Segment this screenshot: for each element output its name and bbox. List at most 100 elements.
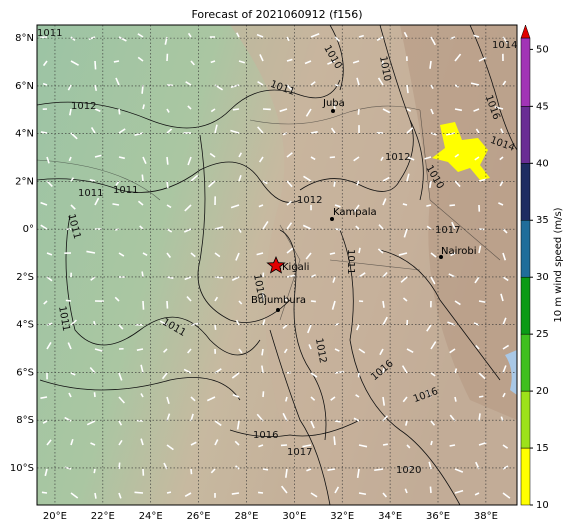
wind-stroke	[209, 152, 216, 158]
wind-stroke	[113, 60, 120, 63]
city-dot	[330, 217, 334, 221]
wind-stroke	[286, 36, 290, 42]
wind-stroke	[310, 274, 317, 278]
wind-stroke	[90, 127, 96, 134]
wind-stroke	[285, 468, 288, 478]
y-tick-label: 10°S	[10, 463, 34, 474]
wind-stroke	[235, 319, 240, 326]
wind-stroke	[334, 486, 340, 494]
wind-stroke	[474, 276, 480, 284]
colorbar-tick-label: 35	[536, 215, 549, 226]
wind-stroke	[94, 60, 97, 70]
x-tick-label: 30°E	[282, 511, 306, 522]
wind-stroke	[118, 420, 123, 426]
wind-stroke	[310, 300, 316, 303]
wind-stroke	[40, 396, 48, 399]
wind-stroke	[355, 394, 360, 398]
cities: Juba Kampala Nairobi Kigali Bujumbura	[251, 98, 477, 312]
wind-stroke	[406, 444, 411, 449]
wind-stroke	[382, 300, 385, 308]
wind-stroke	[214, 420, 222, 427]
wind-stroke	[94, 348, 103, 352]
wind-stroke	[190, 396, 196, 402]
isobar-label: 1011	[78, 188, 103, 199]
wind-stroke	[206, 396, 216, 402]
wind-stroke	[262, 221, 269, 230]
wind-stroke	[166, 396, 170, 405]
wind-stroke	[430, 276, 436, 285]
wind-stroke	[502, 492, 511, 499]
wind-stroke	[236, 32, 240, 38]
wind-stroke	[166, 204, 172, 209]
wind-stroke	[257, 81, 264, 86]
wind-stroke	[498, 202, 504, 206]
wind-stroke	[502, 444, 509, 449]
wind-stroke	[89, 178, 96, 182]
colorbar-tick-label: 25	[536, 329, 549, 340]
wind-stroke	[70, 204, 76, 210]
wind-stroke	[231, 372, 240, 379]
wind-stroke	[42, 60, 48, 67]
wind-stroke	[502, 317, 507, 326]
wind-stroke	[430, 372, 436, 377]
wind-stroke	[303, 175, 312, 182]
wind-stroke	[430, 341, 437, 350]
wind-stroke	[478, 441, 487, 446]
wind-stroke	[449, 36, 456, 40]
wind-stroke	[478, 413, 481, 422]
wind-stroke	[378, 224, 384, 230]
city-dot	[331, 109, 335, 113]
wind-stroke	[70, 492, 79, 499]
colorbar-label: 10 m wind speed (m/s)	[553, 207, 564, 322]
wind-stroke	[214, 296, 219, 302]
wind-stroke	[137, 33, 144, 38]
y-tick-label: 2°S	[16, 272, 34, 283]
y-tick-label: 8°N	[15, 33, 34, 44]
wind-stroke	[380, 156, 384, 162]
wind-stroke	[286, 200, 292, 206]
wind-stroke	[231, 276, 240, 281]
wind-stroke	[185, 81, 192, 86]
y-tick-label: 4°N	[15, 129, 34, 140]
isobar-label: 1012	[297, 195, 322, 206]
wind-stroke	[137, 200, 144, 206]
wind-stroke	[429, 486, 432, 494]
wind-stroke	[210, 60, 216, 64]
wind-stroke	[429, 180, 432, 188]
wind-stroke	[112, 203, 120, 206]
wind-stroke	[353, 156, 360, 162]
wind-stroke	[284, 396, 288, 402]
wind-stroke	[382, 367, 385, 374]
isobar-label: 1017	[287, 447, 312, 458]
colorbar-band	[520, 276, 531, 335]
wind-stroke	[333, 436, 336, 446]
wind-stroke	[238, 60, 246, 64]
wind-stroke	[382, 396, 386, 406]
wind-stroke	[478, 178, 487, 182]
wind-stroke	[140, 393, 144, 398]
wind-stroke	[115, 77, 120, 86]
y-tick-label: 8°S	[16, 415, 34, 426]
wind-stroke	[94, 108, 101, 113]
wind-patch	[432, 122, 490, 180]
wind-stroke	[190, 441, 197, 446]
wind-stroke	[70, 132, 78, 140]
wind-stroke	[140, 364, 144, 374]
wind-stroke	[257, 126, 264, 134]
isobar-label: 1011	[56, 305, 71, 332]
wind-stroke	[214, 252, 221, 258]
x-tick-label: 34°E	[378, 511, 402, 522]
wind-stroke	[232, 108, 240, 111]
wind-stroke	[451, 221, 456, 230]
wind-stroke	[230, 84, 240, 89]
wind-stroke	[355, 225, 360, 230]
wind-stroke	[286, 58, 293, 62]
wind-stroke	[305, 108, 312, 117]
wind-stroke	[118, 462, 121, 470]
colorbar-extend	[520, 24, 531, 39]
wind-stroke	[430, 252, 437, 258]
wind-stroke	[402, 297, 408, 302]
isobar-label: 1011	[113, 185, 138, 196]
